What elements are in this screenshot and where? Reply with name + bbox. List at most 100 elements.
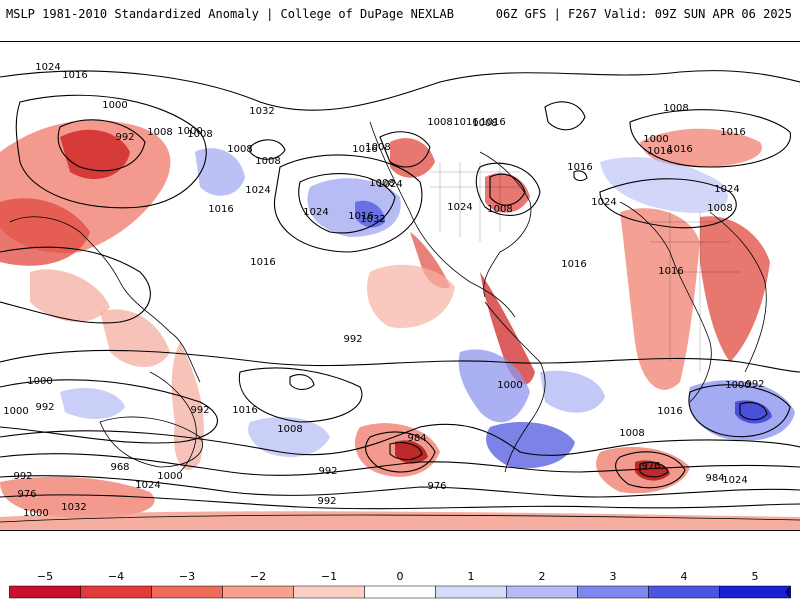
isobar-label: 1024: [245, 185, 270, 196]
isobar-line: [0, 246, 151, 324]
isobar-label: 1000: [102, 100, 127, 111]
anomaly-region-cool: [540, 370, 605, 413]
isobar-label: 992: [745, 379, 764, 390]
isobar-label: 992: [190, 405, 209, 416]
antarctic-anomaly-band: [0, 511, 800, 530]
colorbar-tick-label: −3: [178, 570, 196, 583]
anomaly-region-warm: [410, 232, 450, 289]
colorbar-tick-label: −4: [107, 570, 125, 583]
isobar-label: 1008: [365, 142, 390, 153]
coastline-australia: [99, 416, 203, 468]
colorbar-segment: [719, 585, 791, 599]
colorbar-tick-label: 4: [680, 570, 688, 583]
map-panel: 1024101610009921008100810161024103210241…: [0, 41, 800, 531]
isobar-line: [599, 178, 737, 229]
isobar-line: [0, 453, 800, 476]
isobar-line: [389, 442, 423, 461]
isobar-label: 1000: [497, 380, 522, 391]
isobars: [0, 70, 800, 510]
isobar-line: [0, 475, 800, 498]
isobar-line: [57, 119, 146, 172]
us-state-borders: [430, 162, 520, 242]
coastline-africa-east: [709, 211, 767, 373]
isobar-label: 1000: [157, 471, 182, 482]
anomaly-region-warm-core: [395, 440, 428, 464]
isobar-label: 992: [317, 496, 336, 507]
anomaly-region-warm: [0, 476, 155, 519]
isobar-line: [639, 461, 669, 478]
colorbar-segment: [222, 585, 294, 599]
isobar-line: [0, 349, 800, 373]
isobar-line: [688, 384, 791, 438]
isobar-label: 1016: [657, 406, 682, 417]
colorbar-tick-label: −1: [320, 570, 338, 583]
isobar-label: 1016: [647, 146, 672, 157]
isobar-label: 1016: [480, 117, 505, 128]
isobar-label: 1000: [3, 406, 28, 417]
isobar-line: [365, 431, 436, 473]
isobar-label: 1016: [352, 144, 377, 155]
isobar-label: 1024: [591, 197, 616, 208]
coastline-north-america-west: [369, 121, 516, 318]
isobar-label: 1016: [62, 70, 87, 81]
isobar-label: 1008: [369, 178, 394, 189]
isobar-label: 1016: [561, 259, 586, 270]
coastline-north-america-east: [479, 151, 532, 298]
isobar-label: 968: [110, 462, 129, 473]
anomaly-region-cool: [195, 148, 245, 196]
anomaly-region-cool: [60, 387, 125, 419]
isobar-label: 1016: [348, 211, 373, 222]
isobar-line: [0, 494, 800, 510]
isobar-label: 1024: [303, 207, 328, 218]
isobar-label: 976: [641, 461, 660, 472]
isobar-line: [0, 379, 218, 444]
isobar-label: 992: [35, 402, 54, 413]
anomaly-region-warm: [390, 138, 435, 178]
anomaly-colorbar: −5 −4 −3 −2 −1 0 1 2 3 4 5: [0, 570, 800, 600]
isobar-line: [615, 451, 686, 489]
isobar-line: [273, 154, 423, 253]
isobar-label: 1000: [725, 380, 750, 391]
anomaly-region-warm-core: [60, 129, 130, 180]
isobar-label: 1016: [567, 162, 592, 173]
isobar-label: 1016: [720, 127, 745, 138]
colorbar-segment: [435, 585, 507, 599]
africa-borders: [640, 212, 740, 372]
coastline-maritime: [149, 371, 197, 473]
isobar-label: 1016: [232, 405, 257, 416]
anomaly-region-cool: [458, 349, 530, 423]
colorbar-tick-label: −2: [249, 570, 267, 583]
isobar-line: [15, 94, 207, 209]
isobar-label: 1008: [277, 424, 302, 435]
isobar-line: [298, 173, 396, 234]
colorbar-tick-label: −5: [36, 570, 54, 583]
isobar-label: 992: [343, 334, 362, 345]
isobar-label: 1008: [147, 127, 172, 138]
coastline-south-america: [484, 301, 546, 473]
isobar-label: 1008: [619, 428, 644, 439]
colorbar-gradient: [9, 585, 791, 599]
isobar-line: [238, 367, 363, 423]
anomaly-region-cool-core: [355, 200, 385, 228]
isobar-label: 1008: [427, 117, 452, 128]
mslp-anomaly-map: 1024101610009921008100810161024103210241…: [0, 62, 800, 530]
colorbar-tick-label: 0: [396, 570, 404, 583]
isobar-label: 1016: [208, 204, 233, 215]
isobar-label: 1000: [27, 376, 52, 387]
isobar-label: 976: [427, 481, 446, 492]
anomaly-region-warm: [700, 216, 770, 362]
anomaly-region-warm: [366, 264, 455, 328]
colorbar-segment: [9, 585, 81, 599]
anomaly-region-warm: [100, 309, 170, 367]
isobar-label: 1008: [187, 129, 212, 140]
isobar-label: 1000: [23, 508, 48, 519]
colorbar-segment: [577, 585, 649, 599]
anomaly-region-cool: [248, 417, 330, 457]
isobar-label: 1016: [250, 257, 275, 268]
isobar-label: 1024: [135, 480, 160, 491]
colorbar-segment: [364, 585, 436, 599]
isobar-line: [573, 170, 588, 182]
coastline-antarctica: [0, 514, 800, 523]
header: MSLP 1981-2010 Standardized Anomaly | Co…: [0, 0, 800, 30]
isobar-label: 1000: [643, 134, 668, 145]
